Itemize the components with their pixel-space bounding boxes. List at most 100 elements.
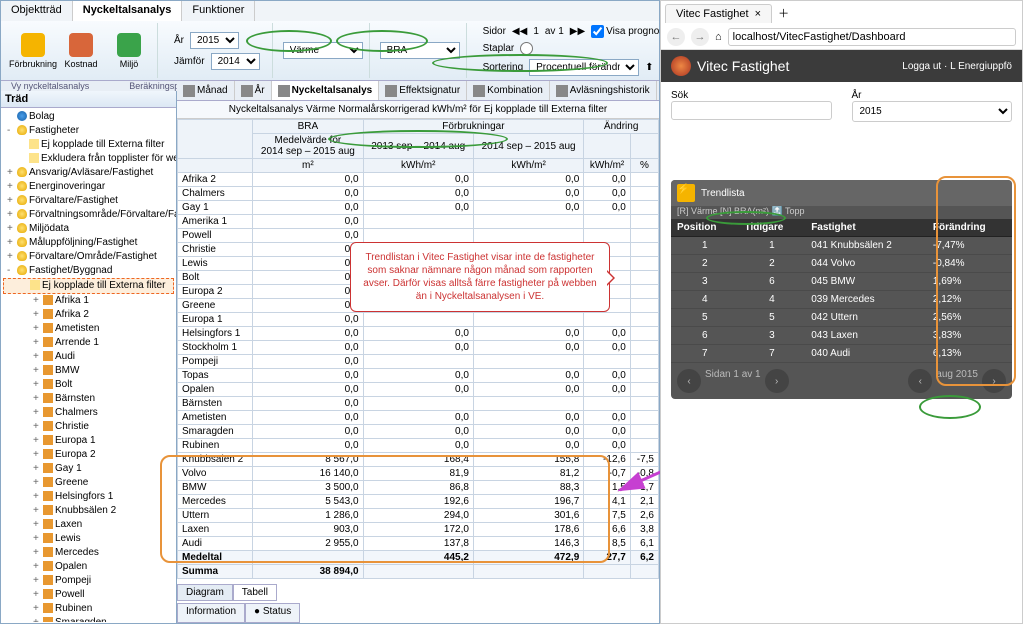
subtab-3[interactable]: Effektsignatur (379, 81, 467, 100)
status-tab[interactable]: ● Status (245, 603, 300, 623)
tree-node[interactable]: +Miljödata (3, 222, 174, 236)
back-button[interactable]: ← (667, 28, 685, 46)
visa-prognos-check[interactable] (591, 25, 604, 38)
widget-row[interactable]: 63043 Laxen3,83% (671, 327, 1012, 345)
tree[interactable]: Bolag-FastigheterEj kopplade till Extern… (1, 108, 176, 622)
table-row[interactable]: Europa 10,0 (178, 313, 659, 327)
jamfor-select[interactable]: 2014 (211, 53, 260, 70)
widget-row[interactable]: 77040 Audi6,13% (671, 345, 1012, 363)
tree-node[interactable]: +Christie (3, 420, 174, 434)
tree-node[interactable]: +Greene (3, 476, 174, 490)
home-icon[interactable]: ⌂ (715, 31, 722, 43)
tree-node[interactable]: Bolag (3, 110, 174, 124)
rapportslag-select[interactable]: Värme (283, 42, 363, 59)
table-row[interactable]: Uttern1 286,0294,0301,67,52,6 (178, 509, 659, 523)
url-input[interactable] (728, 28, 1016, 46)
new-tab-button[interactable]: ＋ (778, 5, 789, 21)
tree-node[interactable]: +Ansvarig/Avläsare/Fastighet (3, 166, 174, 180)
table-row[interactable]: Pompeji0,0 (178, 355, 659, 369)
tab-diagram[interactable]: Diagram (177, 584, 233, 601)
tree-node[interactable]: +Afrika 1 (3, 294, 174, 308)
table-row[interactable]: Audi2 955,0137,8146,38,56,1 (178, 537, 659, 551)
widget-row[interactable]: 22044 Volvo-0,84% (671, 255, 1012, 273)
table-row[interactable]: Smaragden0,00,00,00,0 (178, 425, 659, 439)
tree-node[interactable]: +Audi (3, 350, 174, 364)
tree-node[interactable]: +Laxen (3, 518, 174, 532)
table-row[interactable]: Afrika 20,00,00,00,0 (178, 173, 659, 187)
tree-node[interactable]: +Powell (3, 588, 174, 602)
subtab-2[interactable]: Nyckeltalsanalys (272, 81, 380, 100)
table-row[interactable]: Stockholm 10,00,00,00,0 (178, 341, 659, 355)
subtab-6[interactable]: Avläsningar (657, 81, 659, 100)
table-row[interactable]: Topas0,00,00,00,0 (178, 369, 659, 383)
subtab-4[interactable]: Kombination (467, 81, 550, 100)
widget-row[interactable]: 44039 Mercedes2,12% (671, 291, 1012, 309)
namnare-select[interactable]: BRA (380, 42, 460, 59)
tree-node[interactable]: +Pompeji (3, 574, 174, 588)
sidor-prev[interactable]: ◀◀ (512, 26, 527, 37)
tree-node[interactable]: +Europa 1 (3, 434, 174, 448)
subtab-0[interactable]: Månad (177, 81, 235, 100)
logout-link[interactable]: Logga ut · L Energiuppfö (902, 61, 1012, 72)
tree-node[interactable]: -Fastigheter (3, 124, 174, 138)
year-select[interactable]: 2015 (852, 101, 1013, 122)
tree-node[interactable]: +Lewis (3, 532, 174, 546)
table-row[interactable]: Ametisten0,00,00,00,0 (178, 411, 659, 425)
tab-funktioner[interactable]: Funktioner (182, 1, 255, 21)
tab-objekttrad[interactable]: Objektträd (1, 1, 73, 21)
table-row[interactable]: Opalen0,00,00,00,0 (178, 383, 659, 397)
table-row[interactable]: Bärnsten0,0 (178, 397, 659, 411)
tree-node[interactable]: Ej kopplade till Externa filter (3, 278, 174, 294)
browser-tab[interactable]: Vitec Fastighet × (665, 4, 772, 23)
table-row[interactable]: Rubinen0,00,00,00,0 (178, 439, 659, 453)
month-next[interactable]: › (982, 369, 1006, 393)
tree-node[interactable]: -Fastighet/Byggnad (3, 264, 174, 278)
tree-node[interactable]: +Mercedes (3, 546, 174, 560)
tree-node[interactable]: +Europa 2 (3, 448, 174, 462)
table-row[interactable]: Volvo16 140,081,981,2-0,7-0,8 (178, 467, 659, 481)
subtab-1[interactable]: År (235, 81, 272, 100)
sortering-select[interactable]: Procentuell förändring (529, 59, 639, 76)
miljo-button[interactable]: Miljö (107, 33, 151, 69)
tree-node[interactable]: +Förvaltare/Fastighet (3, 194, 174, 208)
tree-node[interactable]: +Måluppföljning/Fastighet (3, 236, 174, 250)
page-prev[interactable]: ‹ (677, 369, 701, 393)
forbrukning-button[interactable]: Förbrukning (11, 33, 55, 69)
subtab-5[interactable]: Avläsningshistorik (550, 81, 657, 100)
tree-node[interactable]: +Smaragden (3, 616, 174, 622)
month-prev[interactable]: ‹ (908, 369, 932, 393)
tree-node[interactable]: Ej kopplade till Externa filter (3, 138, 174, 152)
tree-node[interactable]: +Bärnsten (3, 392, 174, 406)
ar-select[interactable]: 2015 (190, 32, 239, 49)
widget-row[interactable]: 11041 Knubbsälen 2-7,47% (671, 237, 1012, 255)
tree-node[interactable]: +Bolt (3, 378, 174, 392)
tree-node[interactable]: +Rubinen (3, 602, 174, 616)
sort-asc-icon[interactable]: ⬆ (645, 62, 653, 73)
table-row[interactable]: Helsingfors 10,00,00,00,0 (178, 327, 659, 341)
table-row[interactable]: Gay 10,00,00,00,0 (178, 201, 659, 215)
table-row[interactable]: Powell0,0 (178, 229, 659, 243)
table-row[interactable]: Laxen903,0172,0178,66,63,8 (178, 523, 659, 537)
info-tab[interactable]: Information (177, 603, 245, 623)
tab-nyckeltal[interactable]: Nyckeltalsanalys (73, 1, 183, 21)
tree-node[interactable]: +Ametisten (3, 322, 174, 336)
tree-node[interactable]: +Opalen (3, 560, 174, 574)
tree-node[interactable]: +Chalmers (3, 406, 174, 420)
tree-node[interactable]: +Knubbsälen 2 (3, 504, 174, 518)
tree-node[interactable]: +Förvaltningsområde/Förvaltare/Fastighet (3, 208, 174, 222)
staplar-radio[interactable] (520, 42, 533, 55)
table-row[interactable]: Chalmers0,00,00,00,0 (178, 187, 659, 201)
tree-node[interactable]: +BMW (3, 364, 174, 378)
tab-tabell[interactable]: Tabell (233, 584, 277, 601)
table-row[interactable]: Mercedes5 543,0192,6196,74,12,1 (178, 495, 659, 509)
widget-row[interactable]: 55042 Uttern2,56% (671, 309, 1012, 327)
widget-row[interactable]: 36045 BMW1,69% (671, 273, 1012, 291)
tree-node[interactable]: +Energinoveringar (3, 180, 174, 194)
forward-button[interactable]: → (691, 28, 709, 46)
tree-node[interactable]: +Arrende 1 (3, 336, 174, 350)
tree-node[interactable]: +Afrika 2 (3, 308, 174, 322)
tree-node[interactable]: +Helsingfors 1 (3, 490, 174, 504)
tree-node[interactable]: +Gay 1 (3, 462, 174, 476)
tree-node[interactable]: Exkludera från topplister för web och mo… (3, 152, 174, 166)
kostnad-button[interactable]: Kostnad (59, 33, 103, 69)
